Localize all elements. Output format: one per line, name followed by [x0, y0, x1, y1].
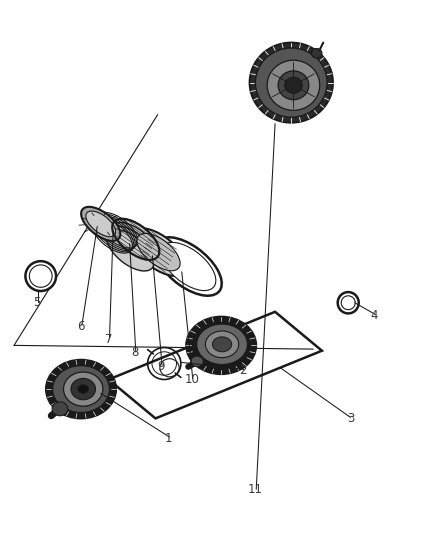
Ellipse shape	[110, 222, 158, 264]
Text: 8: 8	[131, 346, 138, 359]
Ellipse shape	[197, 324, 247, 365]
Ellipse shape	[53, 366, 110, 413]
Text: 11: 11	[247, 483, 262, 496]
Ellipse shape	[161, 243, 216, 290]
Ellipse shape	[71, 378, 95, 400]
Ellipse shape	[338, 292, 359, 313]
Text: 1: 1	[165, 432, 173, 445]
Ellipse shape	[311, 49, 322, 58]
Ellipse shape	[109, 226, 156, 267]
Ellipse shape	[212, 337, 232, 352]
Ellipse shape	[78, 385, 88, 393]
Ellipse shape	[250, 43, 333, 123]
Ellipse shape	[137, 233, 180, 271]
Ellipse shape	[81, 207, 120, 241]
Text: 10: 10	[184, 373, 199, 386]
Ellipse shape	[25, 261, 56, 291]
Ellipse shape	[107, 230, 154, 271]
Ellipse shape	[267, 60, 320, 110]
Ellipse shape	[255, 48, 327, 117]
Text: 7: 7	[105, 333, 113, 346]
Ellipse shape	[52, 402, 68, 416]
Ellipse shape	[64, 372, 103, 406]
Ellipse shape	[205, 331, 239, 358]
Ellipse shape	[131, 228, 186, 276]
Ellipse shape	[155, 237, 222, 296]
Text: 5: 5	[34, 296, 41, 309]
Ellipse shape	[46, 360, 116, 418]
Ellipse shape	[191, 356, 203, 367]
Ellipse shape	[285, 77, 302, 93]
Ellipse shape	[86, 211, 116, 237]
Ellipse shape	[186, 317, 256, 374]
Text: 9: 9	[157, 360, 165, 373]
Text: 3: 3	[347, 412, 354, 425]
Text: 2: 2	[239, 364, 247, 377]
Ellipse shape	[278, 71, 309, 100]
Ellipse shape	[29, 265, 52, 287]
Text: 4: 4	[371, 309, 378, 322]
Ellipse shape	[341, 296, 355, 310]
Ellipse shape	[112, 219, 159, 260]
Text: 6: 6	[77, 320, 85, 333]
